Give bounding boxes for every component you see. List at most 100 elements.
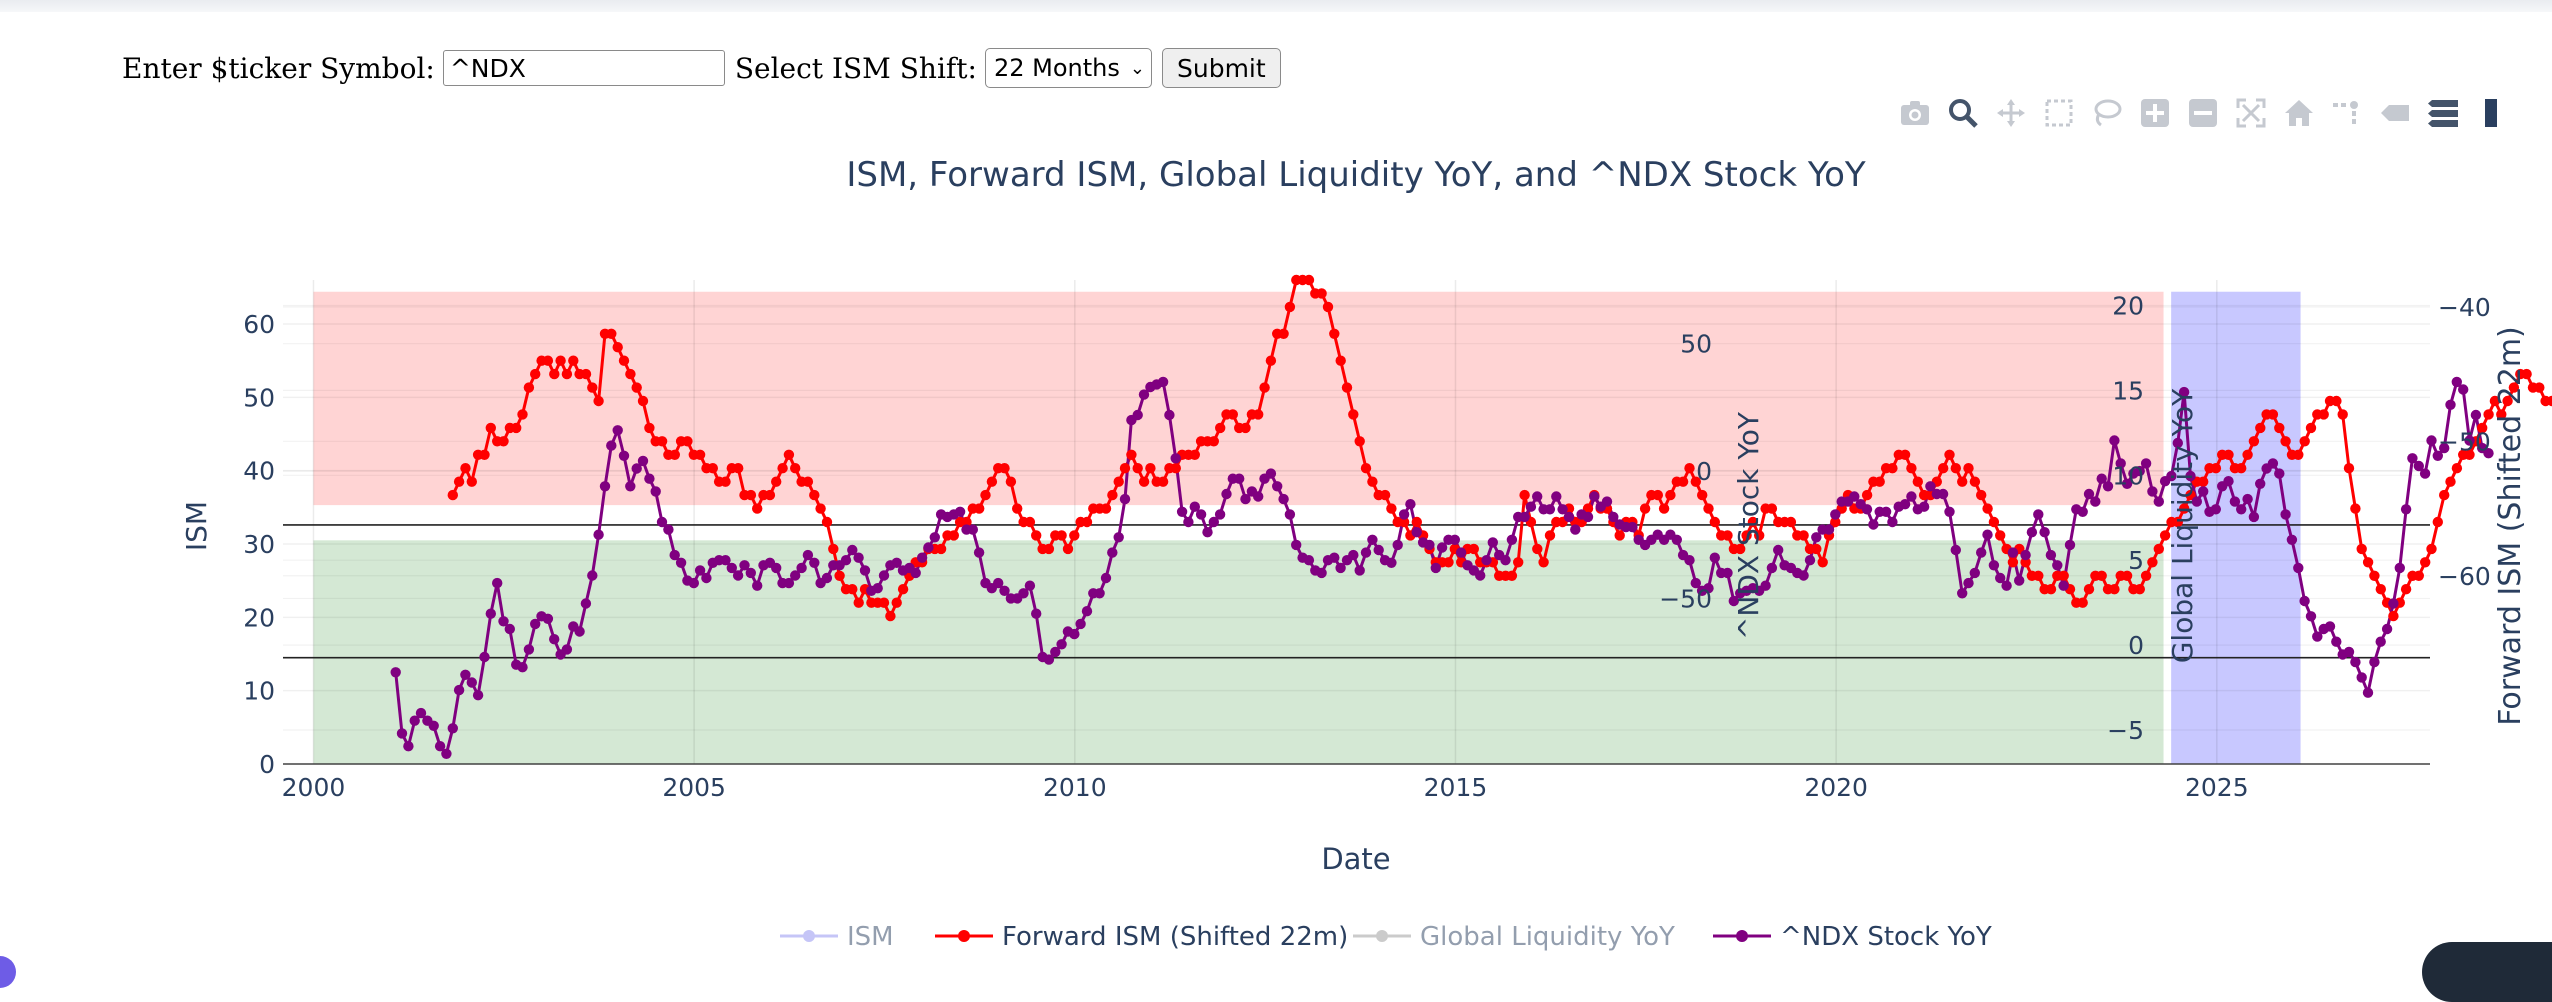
data-point xyxy=(644,474,654,484)
data-point xyxy=(1266,468,1276,478)
data-point xyxy=(1875,477,1885,487)
data-point xyxy=(853,553,863,563)
data-point xyxy=(2426,544,2436,554)
data-point xyxy=(1798,570,1808,580)
data-point xyxy=(1171,453,1181,463)
data-point xyxy=(1989,517,1999,527)
floating-widget[interactable] xyxy=(2422,942,2552,1002)
data-point xyxy=(2357,672,2367,682)
data-point xyxy=(892,598,902,608)
liquidity-axis-title: Global Liquidity YoY xyxy=(2166,388,2199,663)
data-point xyxy=(968,524,978,534)
data-point xyxy=(2135,584,2145,594)
data-point xyxy=(2249,436,2259,446)
data-point xyxy=(1006,477,1016,487)
x-tick-label: 2015 xyxy=(1424,773,1488,802)
data-point xyxy=(2046,550,2056,560)
data-point xyxy=(701,573,711,583)
data-point xyxy=(1450,535,1460,545)
data-point xyxy=(2255,423,2265,433)
legend-item[interactable]: Forward ISM (Shifted 22m) xyxy=(935,922,1348,952)
data-point xyxy=(1767,503,1777,513)
ism-axis-title: ISM xyxy=(180,501,213,551)
data-point xyxy=(1944,507,1954,517)
data-point xyxy=(2369,571,2379,581)
legend-item[interactable]: Global Liquidity YoY xyxy=(1353,922,1675,952)
data-point xyxy=(809,558,819,568)
data-point xyxy=(670,450,680,460)
ndx-axis-title: ^NDX Stock YoY xyxy=(1732,411,1765,640)
data-point xyxy=(1970,477,1980,487)
data-point xyxy=(1805,555,1815,565)
data-point xyxy=(2350,503,2360,513)
data-point xyxy=(1818,557,1828,567)
data-point xyxy=(1906,491,1916,501)
data-point xyxy=(803,477,813,487)
data-point xyxy=(1545,530,1555,540)
data-point xyxy=(2306,611,2316,621)
data-point xyxy=(1240,423,1250,433)
data-point xyxy=(454,477,464,487)
data-point xyxy=(828,544,838,554)
data-point xyxy=(860,565,870,575)
legend-marker xyxy=(958,930,970,942)
data-point xyxy=(1259,382,1269,392)
data-point xyxy=(917,553,927,563)
data-point xyxy=(1906,463,1916,473)
data-point xyxy=(1538,557,1548,567)
data-point xyxy=(1678,477,1688,487)
data-point xyxy=(2458,384,2468,394)
data-point xyxy=(2452,463,2462,473)
data-point xyxy=(562,644,572,654)
data-point xyxy=(923,542,933,552)
data-point xyxy=(1215,509,1225,519)
legend-label: ^NDX Stock YoY xyxy=(1780,922,1992,952)
data-point xyxy=(1044,544,1054,554)
data-point xyxy=(1963,463,1973,473)
data-point xyxy=(2433,517,2443,527)
legend-item[interactable]: ^NDX Stock YoY xyxy=(1713,922,1992,952)
data-point xyxy=(549,369,559,379)
data-point xyxy=(562,369,572,379)
data-point xyxy=(1361,463,1371,473)
data-point xyxy=(1653,490,1663,500)
data-point xyxy=(1475,570,1485,580)
data-point xyxy=(911,568,921,578)
data-point xyxy=(1412,527,1422,537)
data-point xyxy=(524,382,534,392)
data-point xyxy=(1786,517,1796,527)
data-point xyxy=(2319,409,2329,419)
data-point xyxy=(2236,463,2246,473)
data-point xyxy=(879,598,889,608)
data-point xyxy=(1183,517,1193,527)
data-point xyxy=(1951,545,1961,555)
data-point xyxy=(2255,479,2265,489)
x-tick-label: 2000 xyxy=(282,773,346,802)
data-point xyxy=(1316,288,1326,298)
data-point xyxy=(1507,571,1517,581)
data-point xyxy=(1583,512,1593,522)
data-point xyxy=(2363,557,2373,567)
data-point xyxy=(2033,509,2043,519)
data-point xyxy=(955,507,965,517)
data-point xyxy=(2033,571,2043,581)
data-point xyxy=(784,450,794,460)
data-point xyxy=(1488,537,1498,547)
ism-tick-label: 50 xyxy=(243,383,275,412)
legend: ISM Forward ISM (Shifted 22m)Global Liqui… xyxy=(780,922,1992,952)
data-point xyxy=(1158,477,1168,487)
data-point xyxy=(2376,584,2386,594)
forward-ism-tick-label: −40 xyxy=(2438,293,2491,322)
data-point xyxy=(1329,329,1339,339)
data-point xyxy=(587,382,597,392)
data-point xyxy=(2078,507,2088,517)
data-point xyxy=(1913,477,1923,487)
data-point xyxy=(486,423,496,433)
legend-item[interactable]: ISM xyxy=(780,922,894,952)
data-point xyxy=(1171,463,1181,473)
data-point xyxy=(822,517,832,527)
data-point xyxy=(549,634,559,644)
data-point xyxy=(1285,509,1295,519)
data-point xyxy=(1982,503,1992,513)
